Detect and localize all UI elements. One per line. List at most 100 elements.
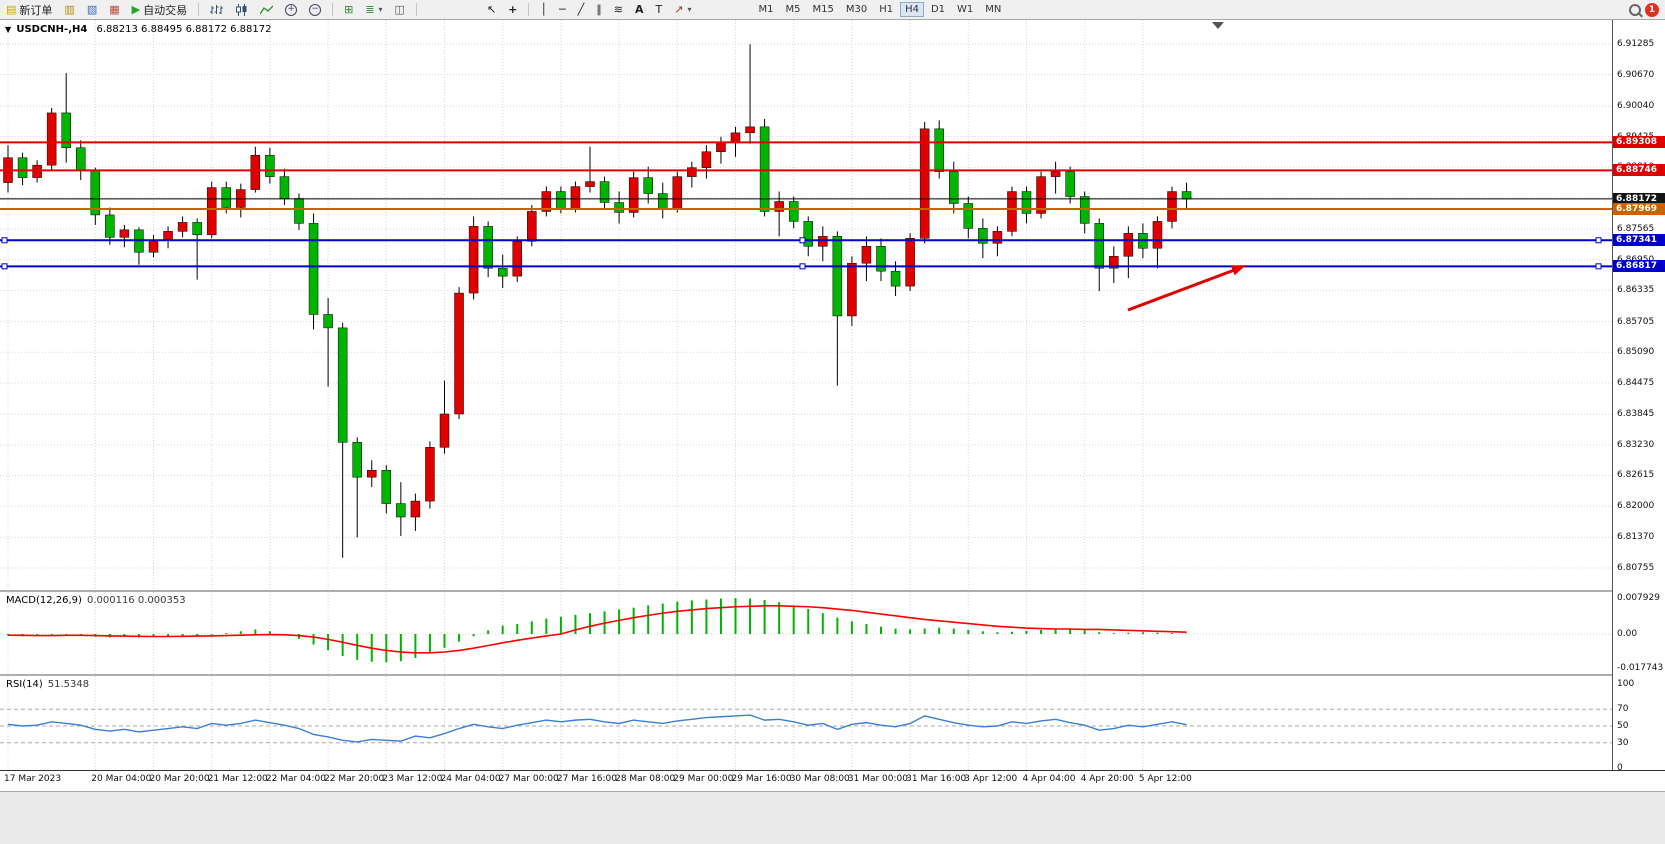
tile-windows-icon: ◫ [394, 2, 405, 16]
line-chart-button[interactable] [255, 1, 278, 19]
candle-down [221, 187, 231, 208]
zoom-in-button[interactable]: + [280, 1, 302, 19]
candle-down [483, 226, 493, 269]
grid-button[interactable]: ⊞ [339, 1, 358, 19]
trend-arrow-annotation[interactable] [1127, 269, 1234, 312]
candle-up [46, 112, 57, 166]
arrows-tool-button[interactable]: ↗ ▾ [669, 1, 696, 19]
candle-up [148, 239, 159, 253]
timeframe-m5[interactable]: M5 [785, 4, 801, 15]
hline-handle[interactable] [1595, 237, 1602, 244]
text-tool-button[interactable]: A [630, 1, 649, 19]
cursor-tool-button[interactable]: ↖ [482, 1, 501, 19]
candlestick-chart-button[interactable] [230, 1, 253, 19]
autotrading-play-icon: ▶ [131, 2, 141, 16]
time-axis-label: 3 Apr 12:00 [964, 774, 1018, 784]
candle-up [847, 262, 857, 317]
chart-title-row: ▼ USDCNH-,H4 6.88213 6.88495 6.88172 6.8… [5, 24, 271, 35]
candle-down [1094, 223, 1104, 269]
price-axis[interactable]: 6.912856.906706.900406.894256.888106.881… [1612, 20, 1665, 773]
search-icon[interactable] [1629, 3, 1641, 16]
timeframe-mn[interactable]: MN [985, 4, 1002, 15]
profiles-button[interactable]: ▧ [82, 1, 102, 19]
bar-chart-icon [210, 4, 224, 14]
timeframe-d1[interactable]: D1 [930, 4, 946, 15]
rsi-label-row: RSI(14) 51.5348 [6, 679, 89, 690]
candle-down [396, 503, 406, 518]
candle-up [439, 413, 450, 448]
terminal-icon: ▦ [109, 2, 120, 16]
autotrading-button[interactable]: ▶ 自动交易 [127, 1, 192, 19]
timeframe-m1[interactable]: M1 [758, 4, 774, 15]
trend-arrow-head[interactable] [1231, 265, 1245, 276]
toolbar: ▤ 新订单 ▥ ▧ ▦ ▶ 自动交易 [0, 0, 1665, 20]
trendline-tool-button[interactable]: ╱ [573, 1, 590, 19]
candle-up [32, 164, 42, 178]
time-axis[interactable]: 17 Mar 2023 20 Mar 04:00 20 Mar 20:00 21 Ma… [0, 771, 1612, 791]
price-axis-label: 6.82615 [1617, 470, 1655, 481]
candle-up [527, 211, 537, 242]
time-axis-label: 21 Mar 12:00 [207, 774, 268, 784]
horizontal-line-tool-button[interactable]: ─ [554, 1, 571, 19]
time-axis-label: 5 Apr 12:00 [1138, 774, 1192, 784]
time frame-m30[interactable]: M30 [845, 4, 868, 15]
hline-handle[interactable] [1, 237, 8, 244]
chart-shift-marker-icon[interactable] [1212, 22, 1224, 29]
price-axis-label: 6.83230 [1617, 439, 1655, 450]
vertical-line-tool-button[interactable]: │ [535, 1, 552, 19]
candle-down [556, 191, 566, 209]
tile-windows-button[interactable]: ◫ [390, 1, 410, 19]
notification-badge[interactable]: 1 [1645, 2, 1659, 17]
timeframe-h1[interactable]: H1 [879, 4, 894, 15]
candle-down [949, 171, 959, 204]
timeframe-group: M1 M5 M15 M30 H1 H4 D1 W1 MN [752, 2, 1007, 17]
crosshair-icon: + [508, 2, 518, 16]
trendline-icon: ╱ [577, 2, 585, 16]
candle-down [934, 128, 944, 172]
rsi-panel-separator[interactable] [0, 674, 1665, 676]
time-axis-line [0, 770, 1665, 771]
rsi-indicator-value: 51.5348 [47, 679, 90, 690]
text-label-tool-button[interactable]: T [651, 1, 668, 19]
macd-panel-plot[interactable] [0, 592, 1612, 674]
charts-button[interactable]: ▥ [59, 1, 79, 19]
price-badge-6.89308: 6.89308 [1613, 136, 1665, 149]
timeframe-w1[interactable]: W1 [957, 4, 974, 15]
macd-panel-separator[interactable] [0, 590, 1665, 592]
rsi-axis-label: 100 [1617, 679, 1635, 689]
candle-down [352, 442, 362, 478]
main-chart-plot[interactable] [0, 20, 1612, 590]
hline-handle[interactable] [1595, 263, 1602, 270]
candle-down [1181, 191, 1192, 200]
price-axis-label: 6.81370 [1617, 532, 1655, 543]
hline-handle[interactable] [799, 263, 806, 270]
candle-down [323, 314, 333, 329]
timeframe-m15[interactable]: M15 [812, 4, 834, 15]
candle-down [614, 202, 624, 213]
bar-chart-button[interactable] [205, 1, 228, 19]
fibonacci-tool-button[interactable]: ≋ [609, 1, 628, 19]
price-axis-label: 6.86950 [1617, 255, 1654, 265]
candle-up [1050, 171, 1061, 177]
one-click-trading-arrow-icon[interactable]: ▼ [5, 25, 12, 34]
candle-down [265, 154, 275, 177]
time-axis-label: 4 Apr 20:00 [1080, 774, 1134, 784]
zoom-out-button[interactable]: − [304, 1, 326, 19]
indicators-button[interactable]: ≣ ▾ [360, 1, 387, 19]
hline-handle[interactable] [1, 263, 8, 270]
terminal-button[interactable]: ▦ [104, 1, 124, 19]
toolbar-separator [198, 3, 200, 16]
candle-up [1167, 191, 1177, 222]
hline-handle[interactable] [799, 237, 806, 244]
candle-up [119, 229, 130, 238]
time-axis-label: 22 Mar 04:00 [265, 774, 326, 784]
candle-down [17, 157, 28, 178]
toolbar-separator [528, 3, 530, 16]
channel-tool-button[interactable]: ∥ [591, 1, 607, 19]
new-order-button[interactable]: ▤ 新订单 [1, 1, 57, 19]
timeframe-h4[interactable]: H4 [900, 2, 924, 17]
crosshair-tool-button[interactable]: + [503, 1, 522, 19]
zoom-in-icon: + [285, 3, 298, 16]
rsi-panel-plot[interactable] [0, 676, 1612, 770]
